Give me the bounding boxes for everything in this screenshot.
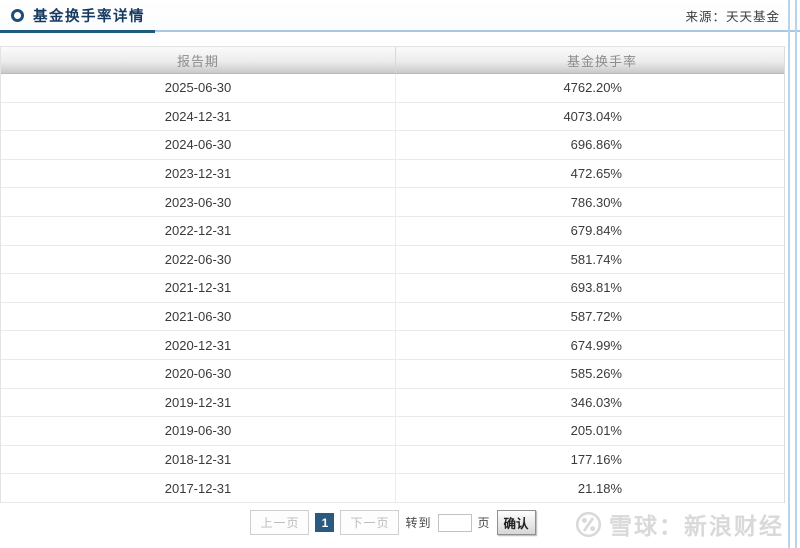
turnover-rate-cell: 4073.04% bbox=[563, 108, 622, 124]
watermark: 雪球：新浪财经 bbox=[575, 507, 784, 541]
report-period-cell: 2021-12-31 bbox=[1, 274, 396, 302]
turnover-rate-cell: 177.16% bbox=[570, 452, 622, 468]
turnover-rate-cell: 693.81% bbox=[570, 280, 622, 296]
turnover-rate-cell: 346.03% bbox=[570, 394, 622, 410]
table-row: 2023-12-31 472.65% bbox=[1, 159, 784, 189]
table-row: 2024-12-31 4073.04% bbox=[1, 102, 784, 132]
current-page-indicator[interactable]: 1 bbox=[315, 513, 335, 532]
table-row: 2021-06-30 587.72% bbox=[1, 302, 784, 332]
turnover-rate-cell: 679.84% bbox=[570, 223, 622, 239]
table-row: 2022-12-31 679.84% bbox=[1, 216, 784, 246]
column-header-report-period: 报告期 bbox=[1, 47, 396, 73]
underline-light-segment bbox=[155, 30, 800, 32]
turnover-rate-cell: 587.72% bbox=[570, 309, 622, 325]
table-row: 2025-06-30 4762.20% bbox=[1, 74, 784, 103]
report-period-cell: 2018-12-31 bbox=[1, 445, 396, 474]
goto-page-input[interactable] bbox=[437, 513, 472, 532]
report-period-cell: 2019-06-30 bbox=[1, 417, 396, 445]
table-row: 2019-12-31 346.03% bbox=[1, 388, 784, 418]
turnover-rate-cell: 4762.20% bbox=[563, 80, 622, 96]
report-period-cell: 2020-06-30 bbox=[1, 359, 396, 388]
report-period-cell: 2019-12-31 bbox=[1, 388, 396, 417]
turnover-rate-cell: 581.74% bbox=[570, 251, 622, 267]
report-period-cell: 2025-06-30 bbox=[1, 74, 396, 102]
underline-accent-segment bbox=[0, 30, 155, 33]
goto-label: 转到 bbox=[405, 516, 432, 530]
report-period-cell: 2020-12-31 bbox=[1, 331, 396, 359]
turnover-rate-cell: 21.18% bbox=[577, 480, 622, 496]
turnover-rate-cell: 786.30% bbox=[570, 194, 622, 210]
table-header-row: 报告期 基金换手率 bbox=[1, 46, 784, 74]
table-body: 2025-06-30 4762.20% 2024-12-31 4073.04% … bbox=[1, 74, 784, 503]
report-period-cell: 2017-12-31 bbox=[1, 474, 396, 502]
next-page-button[interactable]: 下一页 bbox=[340, 510, 400, 535]
section-header: 基金换手率详情 来源：天天基金 bbox=[0, 0, 800, 30]
turnover-rate-cell: 585.26% bbox=[570, 366, 622, 382]
right-scrollbar-strip[interactable] bbox=[786, 0, 800, 548]
table-row: 2023-06-30 786.30% bbox=[1, 188, 784, 217]
page-unit-label: 页 bbox=[477, 516, 491, 530]
report-period-cell: 2024-06-30 bbox=[1, 131, 396, 159]
table-row: 2024-06-30 696.86% bbox=[1, 131, 784, 160]
table-row: 2021-12-31 693.81% bbox=[1, 274, 784, 303]
report-period-cell: 2023-12-31 bbox=[1, 159, 396, 188]
watermark-text: 雪球：新浪财经 bbox=[609, 513, 784, 539]
report-period-cell: 2022-06-30 bbox=[1, 245, 396, 274]
turnover-rate-cell: 674.99% bbox=[570, 337, 622, 353]
circle-bullet-icon bbox=[11, 8, 24, 22]
pagination-bar: 上一页 1 下一页 转到 页 确认 bbox=[0, 510, 786, 535]
section-underline bbox=[0, 30, 800, 33]
table-row: 2020-06-30 585.26% bbox=[1, 359, 784, 389]
prev-page-button[interactable]: 上一页 bbox=[250, 510, 310, 535]
turnover-rate-cell: 696.86% bbox=[570, 137, 622, 153]
confirm-button[interactable]: 确认 bbox=[496, 510, 536, 535]
report-period-cell: 2021-06-30 bbox=[1, 302, 396, 331]
turnover-rate-cell: 205.01% bbox=[570, 423, 622, 439]
turnover-rate-cell: 472.65% bbox=[570, 166, 622, 182]
source-label: 来源：天天基金 bbox=[685, 9, 780, 24]
table-row: 2018-12-31 177.16% bbox=[1, 445, 784, 475]
turnover-table: 报告期 基金换手率 2025-06-30 4762.20% 2024-12-31… bbox=[0, 46, 785, 503]
table-row: 2020-12-31 674.99% bbox=[1, 331, 784, 360]
table-row: 2022-06-30 581.74% bbox=[1, 245, 784, 275]
page-title: 基金换手率详情 bbox=[33, 8, 145, 25]
xueqiu-logo-icon bbox=[575, 511, 602, 537]
report-period-cell: 2024-12-31 bbox=[1, 102, 396, 131]
table-row: 2019-06-30 205.01% bbox=[1, 417, 784, 446]
column-header-turnover-rate: 基金换手率 bbox=[566, 53, 637, 69]
report-period-cell: 2023-06-30 bbox=[1, 188, 396, 216]
report-period-cell: 2022-12-31 bbox=[1, 216, 396, 245]
table-row: 2017-12-31 21.18% bbox=[1, 474, 784, 503]
